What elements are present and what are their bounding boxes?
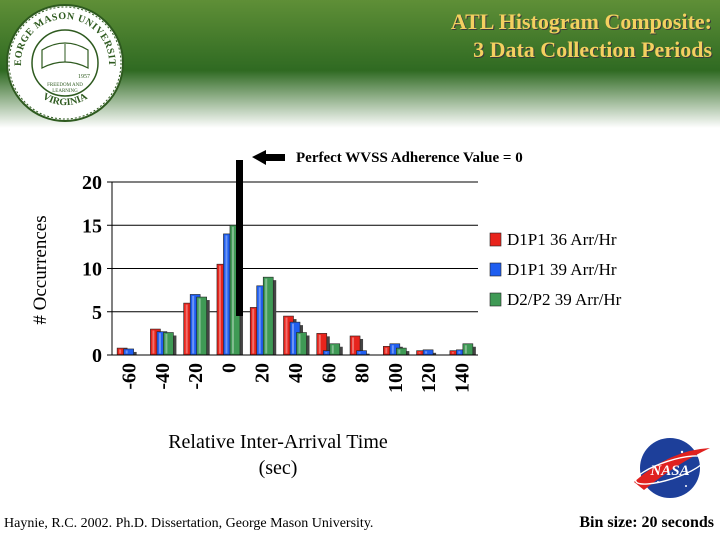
bar-D2/P2 39 Arr/Hr	[329, 343, 341, 356]
y-tick-label: 10	[82, 259, 102, 281]
bar-highlight	[298, 334, 301, 354]
legend-label: D2/P2 39 Arr/Hr	[507, 290, 622, 309]
y-axis-label: # Occurrences	[30, 215, 51, 324]
y-tick-label: 5	[92, 302, 102, 324]
bar-highlight	[425, 351, 428, 354]
bar-highlight	[292, 323, 294, 354]
x-axis-label-line-2: (sec)	[259, 457, 298, 479]
bar-D2/P2 39 Arr/Hr	[296, 332, 307, 356]
chart-legend: D1P1 36 Arr/Hr D1P1 39 Arr/Hr D2/P2 39 Arr…	[489, 230, 622, 309]
chart-grid	[112, 181, 478, 313]
bar-highlight	[218, 265, 221, 354]
legend-label: D1P1 36 Arr/Hr	[507, 230, 617, 249]
zero-marker-bar	[236, 160, 243, 316]
x-axis-label-line-1: Relative Inter-Arrival Time	[168, 431, 388, 453]
x-tick-label: 20	[252, 363, 274, 383]
bar-highlight	[198, 298, 201, 354]
y-tick-label: 15	[82, 215, 102, 237]
svg-text:VIRGINIA: VIRGINIA	[41, 91, 90, 108]
annotation-arrow-icon	[252, 150, 285, 165]
chart-axes	[107, 181, 478, 356]
bar-highlight	[252, 308, 255, 354]
bar-highlight	[352, 337, 355, 354]
x-tick-label: 80	[352, 363, 374, 383]
bar-highlight	[358, 352, 361, 354]
y-tick-label: 20	[82, 172, 102, 194]
legend-label: D1P1 39 Arr/Hr	[507, 260, 617, 279]
bar-D2/P2 39 Arr/Hr	[196, 296, 207, 356]
seal-motto-1: FREEDOM AND	[47, 83, 83, 88]
x-tick-label: -20	[185, 363, 207, 390]
bar-highlight	[225, 235, 228, 354]
bar-highlight	[318, 334, 321, 354]
seal-bottom-text: VIRGINIA	[41, 91, 90, 108]
annotation-text: Perfect WVSS Adherence Value = 0	[296, 150, 523, 166]
bar-highlight	[258, 287, 261, 354]
chart-tick-labels: 0 5 10 15 20 -60 -40 -20 0 20 40 60 80 100 120 140	[82, 172, 473, 393]
bar-highlight	[119, 349, 122, 354]
bar-highlight	[185, 304, 188, 354]
bar-highlight	[285, 317, 288, 354]
bar-D1P1 39 Arr/Hr	[422, 349, 434, 356]
nasa-logo-text: NASA	[649, 463, 689, 479]
bar-highlight	[391, 345, 394, 354]
bar-highlight	[418, 352, 421, 354]
bar-highlight	[464, 345, 467, 354]
bar-D2/P2 39 Arr/Hr	[396, 347, 407, 356]
title-line-2: 3 Data Collection Periods	[473, 37, 712, 62]
x-tick-label: -40	[152, 363, 174, 390]
x-tick-label: 40	[285, 363, 307, 383]
title-line-1: ATL Histogram Composite:	[450, 9, 712, 34]
bar-highlight	[385, 347, 388, 354]
legend-swatch	[489, 292, 502, 307]
bar-highlight	[458, 351, 461, 354]
bar-D1P1 39 Arr/Hr	[123, 348, 134, 356]
bar-D2/P2 39 Arr/Hr	[462, 343, 474, 356]
bar-highlight	[398, 349, 401, 354]
seal-year: 1957	[78, 74, 90, 80]
legend-swatch	[489, 262, 502, 277]
bar-highlight	[152, 330, 155, 354]
chart-bars	[116, 224, 476, 356]
seal-motto-2: LEARNING	[52, 89, 78, 94]
x-tick-label: 0	[218, 363, 240, 373]
x-tick-label: 120	[418, 363, 440, 393]
citation: Haynie, R.C. 2002. Ph.D. Dissertation, G…	[4, 516, 374, 531]
y-tick-label: 0	[92, 345, 102, 367]
x-tick-label: 100	[385, 363, 407, 393]
bar-highlight	[165, 334, 168, 354]
bar-highlight	[451, 352, 454, 354]
university-seal-logo: GEORGE MASON UNIVERSITY VIRGINIA 1957 FR…	[4, 2, 124, 122]
bar-highlight	[331, 345, 334, 354]
bar-highlight	[192, 295, 195, 354]
nasa-logo: NASA	[634, 438, 710, 498]
x-tick-label: 140	[451, 363, 473, 393]
bar-highlight	[231, 226, 234, 354]
bin-size-note: Bin size: 20 seconds	[579, 514, 714, 531]
slide-title: ATL Histogram Composite: 3 Data Collecti…	[451, 8, 712, 64]
bar-highlight	[158, 333, 161, 354]
bar-highlight	[265, 278, 268, 354]
legend-swatch	[489, 232, 502, 247]
bar-D2/P2 39 Arr/Hr	[262, 276, 274, 356]
x-tick-label: -60	[119, 363, 141, 390]
bar-highlight	[125, 350, 128, 354]
bar-D1P1 39 Arr/Hr	[356, 350, 367, 356]
x-tick-label: 60	[318, 363, 340, 383]
bar-D2/P2 39 Arr/Hr	[163, 332, 174, 356]
bar-highlight	[325, 352, 328, 354]
